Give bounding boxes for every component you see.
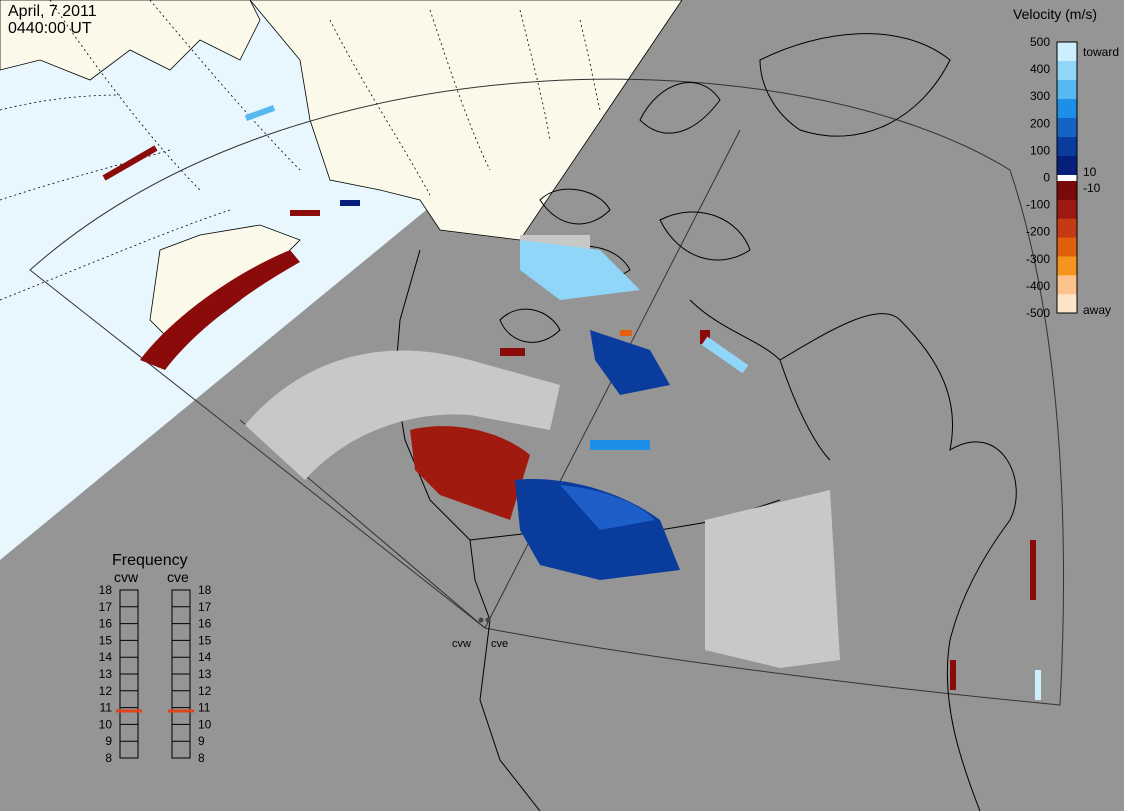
ground-scatter xyxy=(245,235,840,668)
frequency-level-label: 9 xyxy=(105,734,112,748)
velocity-tick-label: 400 xyxy=(1030,62,1050,76)
frequency-level-label: 12 xyxy=(99,684,113,698)
velocity-toward-label: toward xyxy=(1083,45,1119,59)
station-label-cve: cve xyxy=(491,638,508,650)
velocity-tick-label: -200 xyxy=(1026,225,1050,239)
station-marker-cve xyxy=(485,617,491,623)
frequency-level-label: 18 xyxy=(99,583,113,597)
velocity-tick-label: -500 xyxy=(1026,306,1050,320)
frequency-level-label: 13 xyxy=(198,667,212,681)
velocity-colorbar-swatches xyxy=(1057,42,1077,314)
frequency-level-label: 11 xyxy=(100,701,113,715)
frequency-level-label: 10 xyxy=(99,717,113,731)
station-marker-cvw xyxy=(478,617,484,623)
velocity-tick-label: 100 xyxy=(1030,143,1050,157)
velocity-tick-label: 200 xyxy=(1030,116,1050,130)
frequency-level-label: 13 xyxy=(99,667,113,681)
geo-grid xyxy=(0,0,601,301)
velocity-swatch xyxy=(1057,80,1077,100)
velocity-tick-label: -100 xyxy=(1026,198,1050,212)
velocity-away-cells xyxy=(102,145,1036,690)
frequency-radar-label-cvw: cvw xyxy=(114,569,139,585)
frequency-radar-label-cve: cve xyxy=(167,569,189,585)
map-time: 0440:00 UT xyxy=(8,20,92,37)
velocity-swatch xyxy=(1057,61,1077,81)
frequency-title: Frequency xyxy=(112,552,188,569)
frequency-level-label: 11 xyxy=(198,701,211,715)
frequency-grid: 18 17 16 15 14 13 12 11 10 9 8 18 17 16 15 14 13 12 11 10 9 8 xyxy=(99,583,212,765)
velocity-swatch-zero xyxy=(1057,175,1077,181)
velocity-inner-tick-neg10: -10 xyxy=(1083,181,1101,195)
frequency-level-label: 8 xyxy=(198,751,205,765)
velocity-swatch xyxy=(1057,294,1077,314)
velocity-tick-label: 300 xyxy=(1030,89,1050,103)
velocity-tick-label: 500 xyxy=(1030,35,1050,49)
frequency-level-label: 14 xyxy=(99,650,113,664)
velocity-swatch xyxy=(1057,256,1077,276)
frequency-panel: Frequency cvw cve 1817161514131211109818… xyxy=(99,552,212,765)
velocity-swatch xyxy=(1057,42,1077,62)
frequency-level-label: 12 xyxy=(198,684,212,698)
station-label-cvw: cvw xyxy=(452,638,471,650)
velocity-tick-label: -300 xyxy=(1026,252,1050,266)
velocity-scale-title: Velocity (m/s) xyxy=(1013,6,1097,22)
velocity-swatch xyxy=(1057,137,1077,157)
velocity-inner-tick-10: 10 xyxy=(1083,165,1097,179)
velocity-tick-label: 0 xyxy=(1043,171,1050,185)
frequency-level-label: 16 xyxy=(198,617,212,631)
velocity-swatch xyxy=(1057,237,1077,257)
velocity-tick-label: -400 xyxy=(1026,279,1050,293)
velocity-swatch xyxy=(1057,156,1077,176)
velocity-toward-cells xyxy=(244,105,1041,700)
siberia-landmass xyxy=(0,0,261,81)
frequency-level-label: 15 xyxy=(99,633,113,647)
velocity-swatch xyxy=(1057,199,1077,220)
velocity-tick-labels: 500 400 300 200 100 0 -100 -200 -300 -400 -500 xyxy=(1026,35,1050,320)
frequency-level-label: 9 xyxy=(198,734,205,748)
frequency-level-label: 17 xyxy=(198,600,212,614)
velocity-colorbar: Velocity (m/s) toward away 500 400 300 200 1… xyxy=(1013,6,1119,320)
frequency-level-label: 18 xyxy=(198,583,212,597)
velocity-swatch xyxy=(1057,218,1077,239)
frequency-level-label: 16 xyxy=(99,617,113,631)
frequency-level-label: 10 xyxy=(198,717,212,731)
velocity-swatch xyxy=(1057,99,1077,119)
map-date: April, 7 2011 xyxy=(8,3,97,20)
velocity-swatch xyxy=(1057,118,1077,138)
radar-field-of-view xyxy=(29,78,1064,706)
velocity-away-label: away xyxy=(1083,303,1111,317)
frequency-level-label: 17 xyxy=(99,600,113,614)
frequency-level-label: 8 xyxy=(105,751,112,765)
velocity-colorbar-frame xyxy=(1056,41,1078,314)
velocity-swatch xyxy=(1057,181,1077,201)
frequency-level-label: 14 xyxy=(198,650,212,664)
frequency-level-label: 15 xyxy=(198,633,212,647)
velocity-swatch xyxy=(1057,275,1077,295)
